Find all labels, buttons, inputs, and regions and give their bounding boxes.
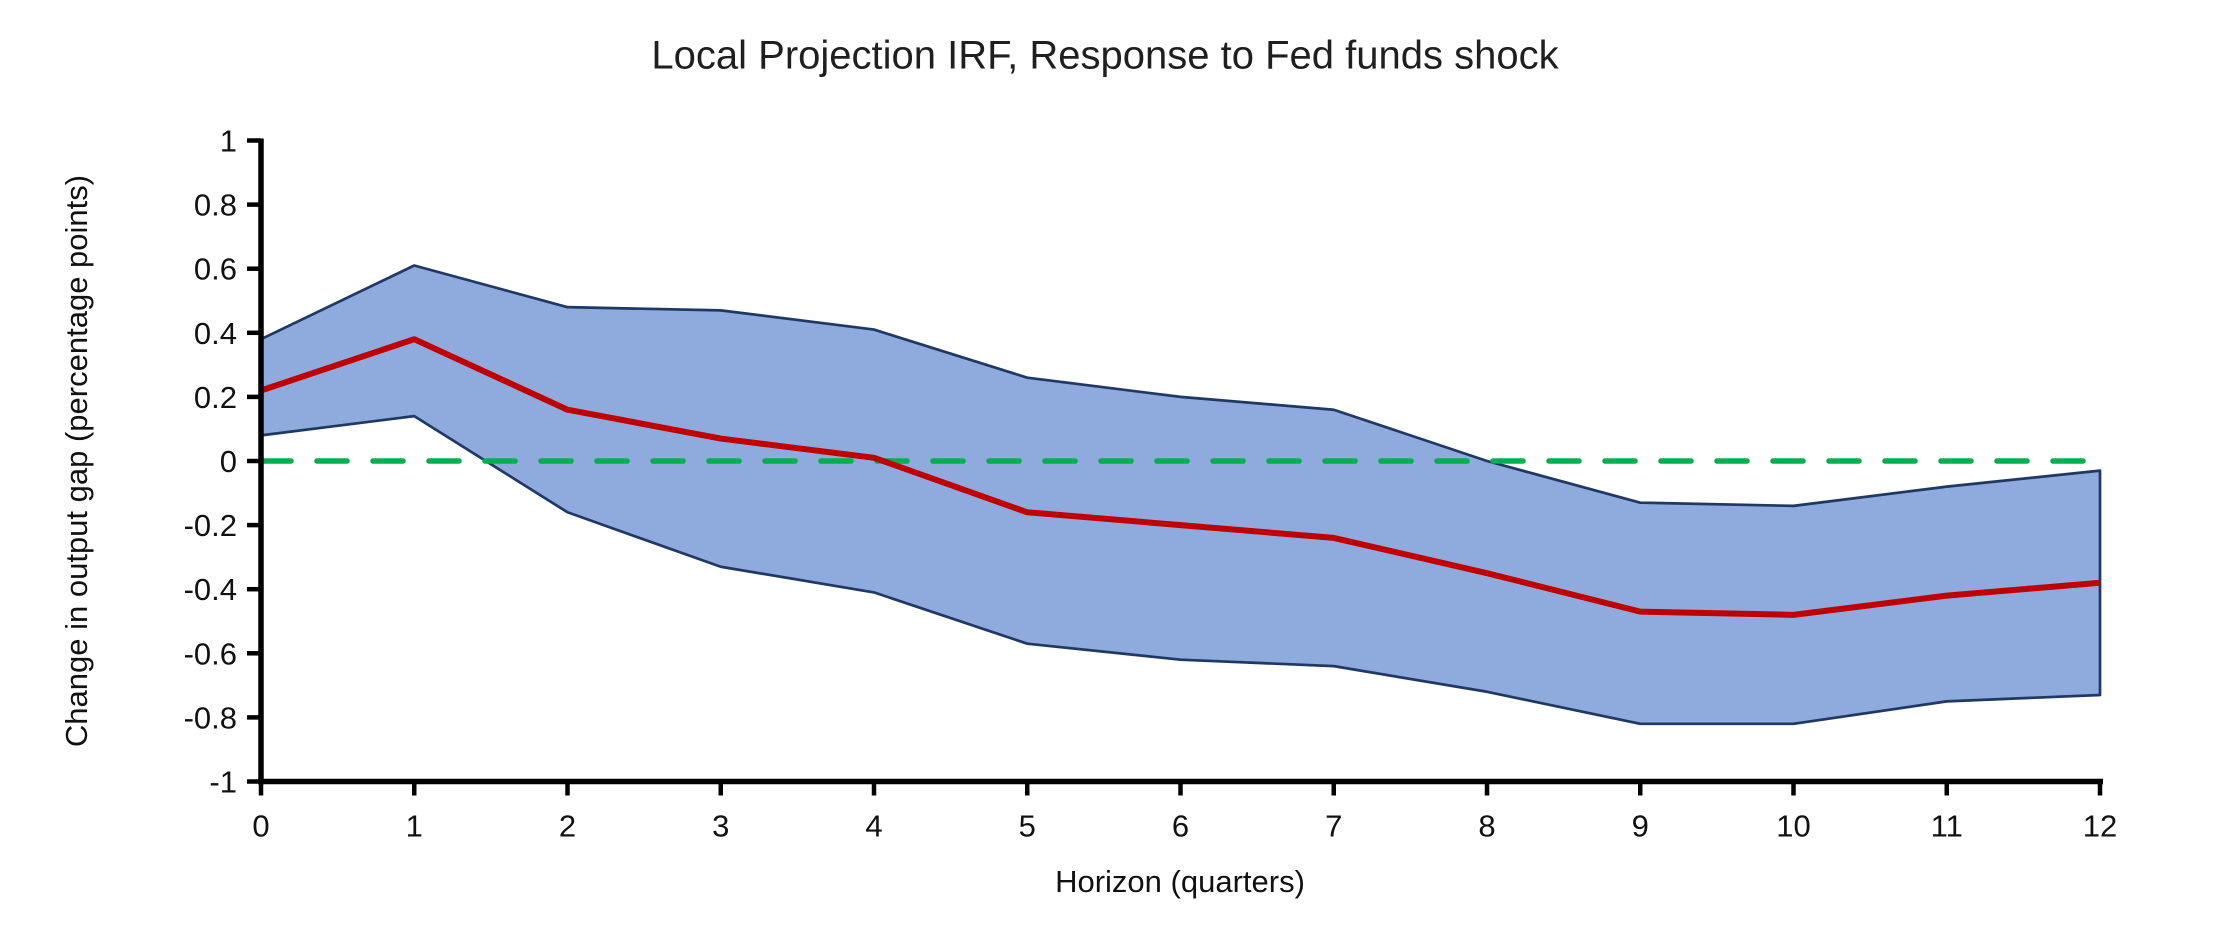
x-tick-label: 4: [865, 809, 882, 844]
y-tick-label: 0.8: [194, 188, 237, 223]
y-tick-label: -0.8: [184, 700, 237, 735]
y-tick-label: -1: [209, 765, 237, 800]
y-tick-label: -0.6: [184, 636, 237, 671]
y-tick-label: 0.6: [194, 252, 237, 287]
y-tick-label: -0.4: [184, 572, 237, 607]
x-axis-title: Horizon (quarters): [1055, 864, 1305, 899]
y-tick-label: 0: [220, 444, 237, 479]
x-tick-label: 0: [252, 809, 269, 844]
x-tick-label: 10: [1776, 809, 1810, 844]
x-tick-label: 2: [559, 809, 576, 844]
confidence-band: [259, 264, 2102, 726]
y-tick-label: 0.2: [194, 380, 237, 415]
x-tick-label: 7: [1325, 809, 1342, 844]
x-tick-label: 11: [1931, 809, 1963, 844]
y-tick-label: 1: [220, 124, 237, 159]
irf-line: [260, 336, 2101, 618]
x-tick-label: 5: [1019, 809, 1036, 844]
x-tick-label: 6: [1172, 809, 1189, 844]
y-tick-label: -0.2: [184, 508, 237, 543]
y-tick-label: 0.4: [194, 316, 237, 351]
chart-title: Local Projection IRF, Response to Fed fu…: [651, 33, 1559, 78]
x-tick-label: 12: [2083, 809, 2117, 844]
x-tick-label: 8: [1478, 809, 1495, 844]
x-tick-label: 3: [712, 809, 729, 844]
x-tick-label: 9: [1632, 809, 1649, 844]
x-tick-label: 1: [406, 809, 423, 844]
y-axis-title: Change in output gap (percentage points): [59, 174, 94, 748]
